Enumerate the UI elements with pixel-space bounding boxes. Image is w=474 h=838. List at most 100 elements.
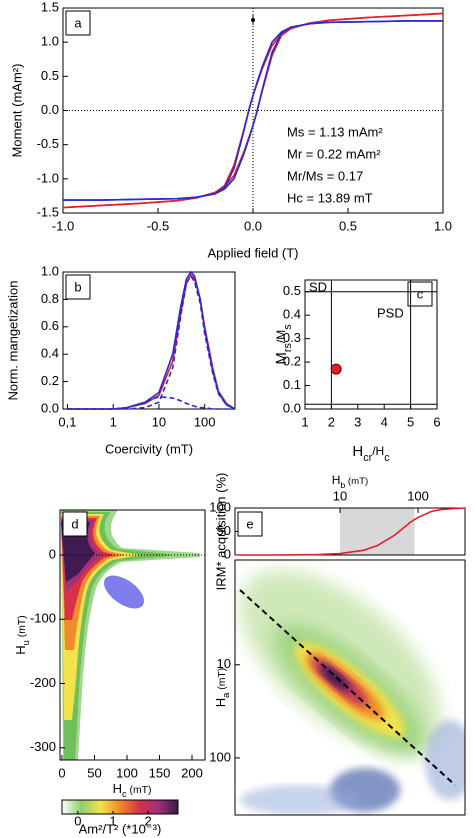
x-axis-label-part: c [384,452,390,464]
y-axis-label-part: (mT) [17,615,28,640]
colorbar-tick-label: 1 [109,813,116,828]
x-tick-label: 1.0 [434,218,452,233]
x-tick-label: 4 [381,414,388,429]
y-axis-label-part: H [213,698,228,707]
y-tick-label: 50 [217,523,231,538]
x-tick-label: 0.0 [244,218,262,233]
y-axis-label-part: rs [282,343,294,353]
x-tick-label: 100 [194,414,216,429]
point [330,363,342,375]
x-axis-label: Hcr/Hc [352,443,390,464]
y-tick-label: 0.2 [283,354,301,369]
forc-heatmap [239,570,465,815]
colorbar-tick-label: 0 [74,813,81,828]
y-tick-label: 0 [224,546,231,561]
shaded-range [340,508,415,555]
x-tick-label: 200 [181,765,203,780]
x-axis-label: Hc (mT) [113,781,152,799]
y-tick-label: -1.5 [37,204,59,219]
series-line [67,273,236,410]
plot-frame [304,279,438,410]
x-tick-label: 0 [58,765,65,780]
x-axis-label-part: cr [363,452,372,464]
series-line [63,20,443,201]
y-tick-label: 0.4 [283,307,301,322]
panel-label-box [65,10,91,36]
region-label: PSD [377,305,404,320]
y-tick-label: -100 [30,611,56,626]
y-tick-label: 1.0 [41,34,59,49]
x-tick-label: -0.5 [147,218,169,233]
y-tick-label: 0.0 [41,400,59,415]
y-axis-label-part: u [21,640,31,645]
plot-frame [62,271,236,410]
panel-label: d [71,516,78,531]
annotation: Hc = 13.89 mT [287,190,373,205]
x-tick-label: -1.0 [52,218,74,233]
y-tick-label: 0.8 [41,291,59,306]
x-axis-label-part: (mT) [345,476,368,487]
panel-label: c [417,286,424,301]
panel-label-box [62,511,88,537]
colorbar [61,799,179,815]
marker [251,18,255,22]
x-tick-label: 10 [152,414,166,429]
x-tick-label: 3 [354,414,361,429]
y-axis-label-part: M [273,352,290,365]
panel-label: e [246,516,253,531]
y-tick-label: 0 [49,546,56,561]
y-tick-label: -1.0 [37,170,59,185]
y-axis-label: Moment (mAm²) [9,64,24,158]
x-axis-label-part: c [122,789,127,799]
y-tick-label: 0.1 [283,377,301,392]
y-tick-label: 0.2 [41,373,59,388]
x-tick-label: 1 [110,414,117,429]
y-tick-label: 1.0 [41,263,59,278]
x-tick-label: 100 [116,765,138,780]
y-tick-label: 100 [209,749,231,764]
x-axis-label-part: /H [372,444,384,458]
x-axis-label-part: b [340,480,345,490]
x-axis-label: Applied field (T) [207,245,298,260]
x-axis-label-part: H [113,781,122,796]
y-tick-label: 0.3 [283,330,301,345]
y-axis-label: Hu (mT) [13,615,31,654]
x-tick-label: 1 [301,414,308,429]
y-axis-label: Norm. mangetization [5,281,20,401]
panel-label: a [74,15,82,30]
y-axis-label-part: a [221,692,231,698]
series-line [67,270,236,410]
y-axis-label-part: s [282,324,294,330]
y-tick-label: -0.5 [37,136,59,151]
panel-label-box [237,511,263,537]
panel-label: b [74,279,81,294]
y-tick-label: -300 [30,739,56,754]
y-axis-label: Ha (mT) [213,668,231,707]
y-tick-label: 0.4 [41,346,59,361]
y-tick-label: 1.5 [41,0,59,14]
forc-contours [60,510,205,760]
x-tick-label: 50 [87,765,101,780]
y-tick-label: 10 [217,656,231,671]
x-axis-label-part: H [332,473,341,487]
series-line [67,274,236,410]
x-tick-label: 0.5 [339,218,357,233]
x-tick-label: 5 [407,414,414,429]
colorbar-label: Am²/T² (*10⁻³) [79,821,162,836]
y-tick-label: 100 [209,499,231,514]
annotation: Mr/Ms = 0.17 [287,168,363,183]
x-axis-label-part: H [352,443,363,460]
x-axis-label: Hb (mT) [332,473,368,490]
annotation: Ms = 1.13 mAm² [287,124,383,139]
y-axis-label: IRM* acquisition (%) [213,473,228,591]
panel-label-box [407,281,433,307]
x-tick-label: 0,1 [58,414,76,429]
annotation: Mr = 0.22 mAm² [287,146,381,161]
x-tick-label: 150 [149,765,171,780]
x-tick-label: 2 [328,414,335,429]
y-tick-label: 0.0 [283,400,301,415]
y-tick-label: 0.5 [41,68,59,83]
plot-frame [59,509,206,761]
y-axis-label: Mrs/Ms [273,324,294,365]
